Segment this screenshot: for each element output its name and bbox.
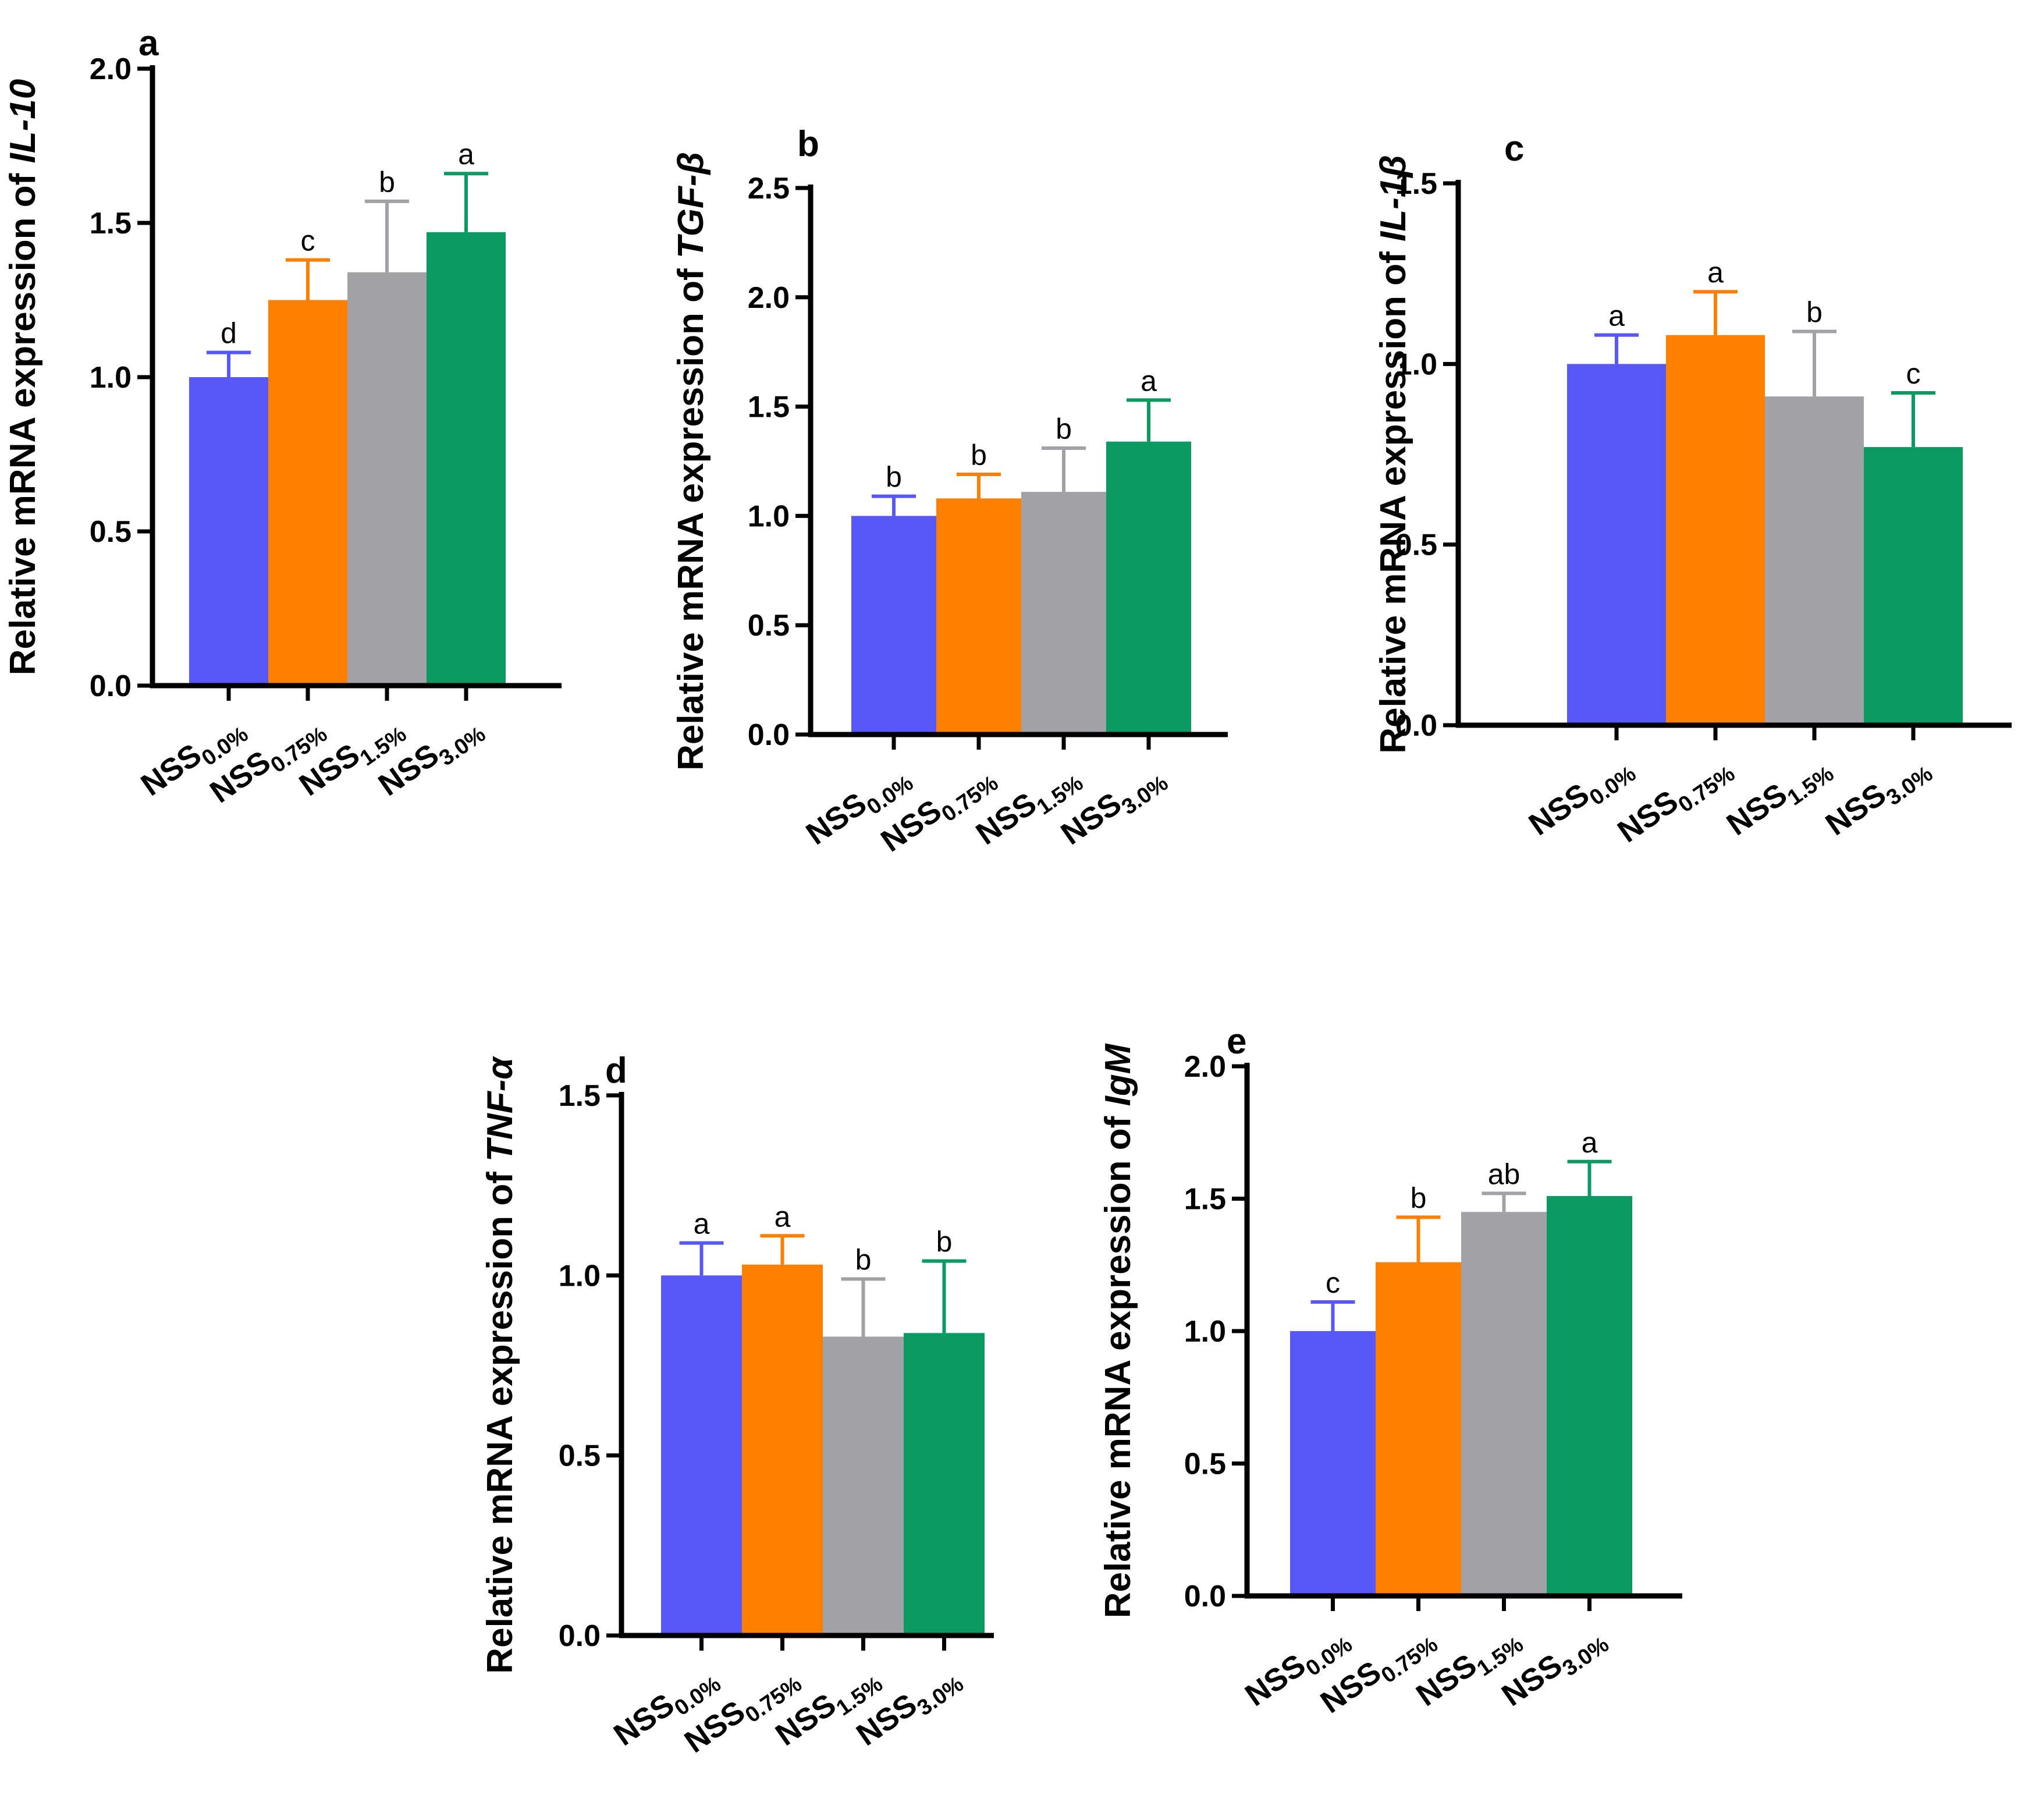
y-tick-label-b-3: 1.0 [748,499,790,533]
y-tick-label-d-2: 0.5 [559,1439,601,1473]
bar-c-1 [1567,364,1666,725]
y-tick-label-d-1: 0.0 [559,1619,601,1653]
bar-b-1 [851,516,936,735]
chart-panel-a: dNSS0.0%cNSS0.75%bNSS1.5%aNSS3.0%0.00.51… [3,23,562,810]
panel-letter-b: b [797,124,819,164]
bar-e-4 [1547,1195,1632,1596]
y-tick-label-b-6: 2.5 [748,172,790,205]
significance-label-b-4: a [1141,364,1157,397]
significance-label-b-1: b [886,461,902,494]
y-tick-label-b-2: 0.5 [748,609,790,643]
category-label-b-2: NSS0.75% [875,757,1003,864]
bar-d-1 [661,1275,742,1635]
y-tick-label-a-2: 0.5 [90,515,132,549]
category-label-e-2: NSS0.75% [1315,1619,1443,1726]
y-axis-title-c: Relative mRNA expression of IL-1β [1373,155,1413,753]
y-tick-label-c-3: 1.0 [1395,347,1437,381]
bar-c-2 [1666,335,1765,725]
bar-c-4 [1864,447,1963,725]
bar-a-3 [347,272,427,686]
panel-letter-c: c [1504,129,1524,169]
significance-label-d-1: a [694,1208,710,1240]
y-tick-label-a-1: 0.0 [90,669,132,703]
y-tick-label-b-5: 2.0 [748,281,790,315]
panel-letter-d: d [605,1051,627,1091]
significance-label-e-3: ab [1488,1158,1521,1190]
y-tick-label-e-1: 0.0 [1184,1580,1226,1613]
y-axis-title-e: Relative mRNA expression of IgM [1098,1043,1138,1618]
y-tick-label-a-4: 1.5 [90,207,132,240]
bar-e-2 [1376,1262,1461,1596]
category-label-c-2: NSS0.75% [1611,748,1739,855]
chart-panel-c: aNSS0.0%aNSS0.75%bNSS1.5%cNSS3.0%0.00.51… [1373,129,2012,855]
significance-label-d-2: a [775,1200,791,1233]
significance-label-d-3: b [855,1244,872,1276]
significance-label-d-4: b [936,1226,953,1258]
bar-e-1 [1290,1331,1376,1596]
bar-a-1 [189,377,268,686]
chart-panel-b: bNSS0.0%bNSS0.75%bNSS1.5%aNSS3.0%0.00.51… [671,124,1228,864]
significance-label-b-2: b [971,439,987,471]
significance-label-c-2: a [1707,256,1724,289]
y-tick-label-d-4: 1.5 [559,1079,601,1113]
significance-label-e-2: b [1411,1182,1427,1214]
bar-d-2 [742,1264,823,1635]
y-tick-label-e-5: 2.0 [1184,1050,1226,1084]
significance-label-a-3: b [379,166,395,198]
bar-d-3 [823,1336,904,1635]
category-label-d-4: NSS3.0% [850,1658,968,1758]
y-tick-label-b-1: 0.0 [748,718,790,752]
y-tick-label-e-3: 1.0 [1184,1315,1226,1349]
y-tick-label-e-2: 0.5 [1184,1448,1226,1481]
significance-label-b-3: b [1056,413,1072,445]
bar-b-2 [936,498,1021,735]
bar-a-2 [268,300,347,686]
y-axis-title-d: Relative mRNA expression of TNF-α [480,1056,520,1674]
bar-b-3 [1021,492,1106,735]
significance-label-e-1: c [1326,1266,1340,1299]
y-tick-label-a-5: 2.0 [90,52,132,86]
y-axis-title-a: Relative mRNA expression of IL-10 [3,79,43,675]
significance-label-e-4: a [1582,1126,1598,1159]
y-axis-title-b: Relative mRNA expression of TGF-β [671,152,711,771]
y-tick-label-c-2: 0.5 [1395,528,1437,562]
significance-label-a-4: a [458,138,474,171]
significance-label-c-1: a [1608,300,1625,332]
panel-letter-e: e [1227,1021,1246,1062]
panel-letter-a: a [138,23,159,63]
category-label-c-4: NSS3.0% [1820,748,1938,848]
y-tick-label-b-4: 1.5 [748,391,790,424]
bar-b-4 [1106,441,1191,735]
y-tick-label-a-3: 1.0 [90,361,132,395]
chart-panel-e: cNSS0.0%bNSS0.75%abNSS1.5%aNSS3.0%0.00.5… [1098,1021,1682,1726]
significance-label-c-3: b [1806,296,1823,328]
significance-label-c-4: c [1906,357,1921,390]
y-tick-label-d-3: 1.0 [559,1259,601,1293]
chart-panel-d: aNSS0.0%aNSS0.75%bNSS1.5%bNSS3.0%0.00.51… [480,1051,994,1759]
bar-c-3 [1765,396,1864,725]
bar-e-3 [1461,1212,1547,1596]
bar-a-4 [427,232,506,686]
category-label-a-4: NSS3.0% [372,708,491,808]
category-label-c-3: NSS1.5% [1721,748,1839,848]
significance-label-a-2: c [301,225,315,257]
y-tick-label-c-4: 1.5 [1395,167,1437,201]
bar-d-4 [904,1333,985,1635]
y-tick-label-e-4: 1.5 [1184,1183,1226,1216]
y-tick-label-c-1: 0.0 [1395,709,1437,743]
significance-label-a-1: d [221,317,237,350]
